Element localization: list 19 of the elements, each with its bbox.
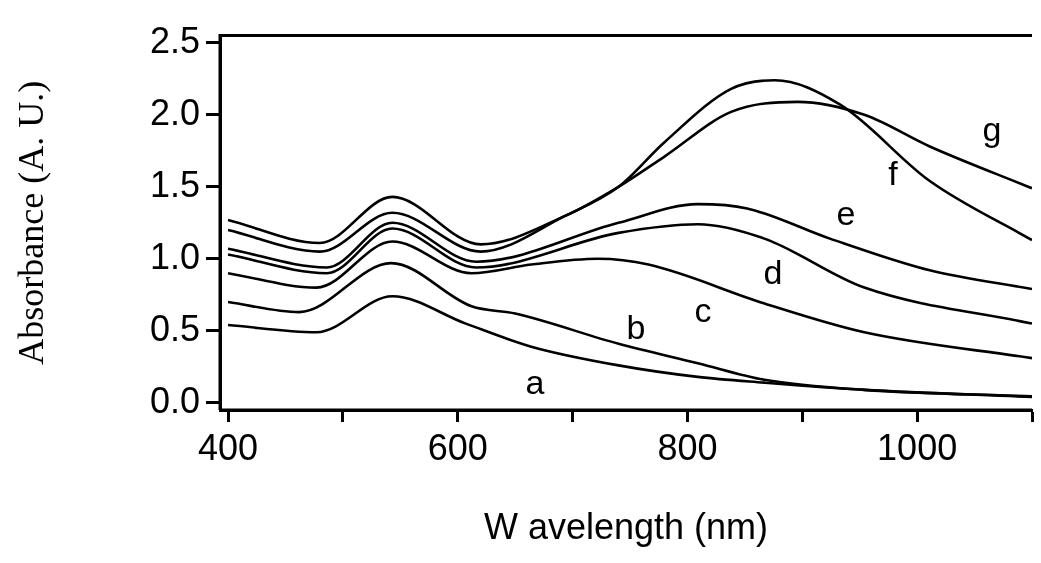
y-tick-label: 2.5 (149, 19, 200, 61)
y-tick-label: 1.5 (149, 163, 200, 205)
y-tick-label: 1.0 (149, 235, 200, 277)
annotation: e (836, 194, 856, 233)
x-tick-label: 400 (198, 426, 259, 468)
y-tick-label: 0.5 (149, 307, 200, 349)
x-axis-title: W avelength (nm) (483, 506, 769, 548)
y-tick-label: 0.0 (149, 379, 200, 421)
annotation: f (888, 154, 899, 193)
x-tick-label: 1000 (877, 426, 958, 468)
annotation: c (694, 291, 712, 330)
annotation: a (525, 363, 545, 402)
annotation: g (982, 110, 1002, 149)
y-axis-title: Absorbance (A. U.) (11, 80, 52, 365)
x-tick-label: 800 (657, 426, 718, 468)
y-tick-label: 2.0 (149, 91, 200, 133)
annotation: b (626, 308, 646, 347)
x-tick-label: 600 (427, 426, 488, 468)
annotation: d (763, 253, 783, 292)
